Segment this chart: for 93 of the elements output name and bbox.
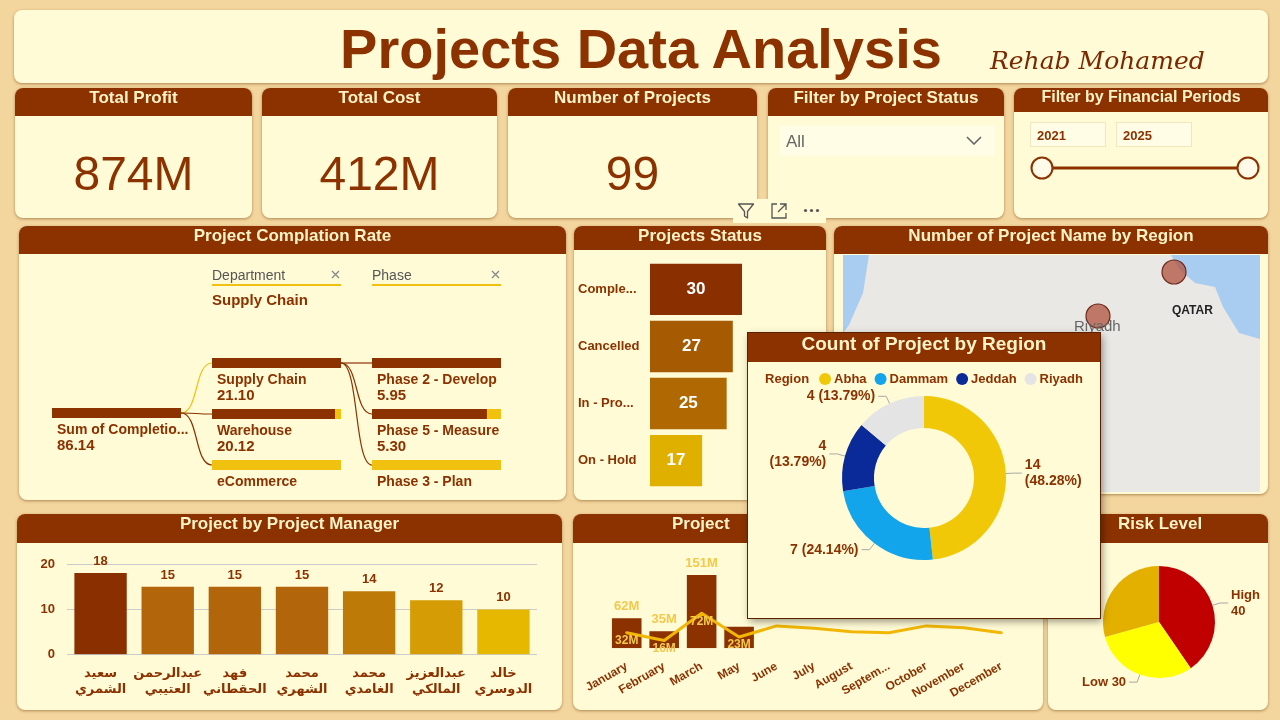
category-label: Phase 5 - Measure xyxy=(377,421,500,438)
data-label: 18 xyxy=(93,553,108,569)
text: Department xyxy=(212,267,286,283)
x-tick-label: عبدالعزيز المالكي xyxy=(405,664,466,696)
chart-title: Projects Status xyxy=(574,226,826,250)
data-label: 10 xyxy=(496,589,511,605)
data-label: 86.14 xyxy=(57,435,96,453)
legend-label: Abha xyxy=(834,370,868,386)
category-label: Sum of Completio... xyxy=(57,420,189,437)
data-label: 25 xyxy=(678,393,698,413)
data-label: 12 xyxy=(429,580,444,596)
text: QATAR xyxy=(1172,303,1213,317)
data-label: 7 (24.14%) xyxy=(790,540,859,557)
text: Projects Data Analysis xyxy=(340,17,942,80)
slice-label: High xyxy=(1231,586,1261,602)
x-tick-label: سعيد الشمري xyxy=(74,664,127,696)
text: Phase xyxy=(372,267,412,283)
bar xyxy=(275,586,329,655)
chart-title: Project by Project Manager xyxy=(17,514,562,543)
category-label: eCommerce xyxy=(217,472,298,489)
y-tick-label: Cancelled xyxy=(578,338,640,354)
text: Project Complation Rate xyxy=(19,226,566,254)
text: Total Cost xyxy=(262,88,497,116)
text: Rehab Mohamed xyxy=(990,46,1205,75)
data-label: 15 xyxy=(160,566,175,582)
bar xyxy=(650,377,727,430)
category-label: Warehouse xyxy=(217,421,293,438)
chart-title: Risk Level xyxy=(1048,514,1268,543)
data-label: 15 xyxy=(294,566,310,582)
bar xyxy=(650,263,742,316)
text: Number of Projects xyxy=(508,88,757,116)
text: Number of Project Name by Region xyxy=(834,226,1268,254)
data-label: 72M xyxy=(689,613,714,628)
data-label: 62M xyxy=(614,598,640,614)
bar xyxy=(74,573,127,655)
text: Total Profit xyxy=(15,88,252,116)
y-tick-label: 0 xyxy=(47,646,55,662)
data-label: 15 xyxy=(227,566,243,582)
y-tick-label: Comple... xyxy=(578,280,637,296)
text: 99 xyxy=(604,146,661,201)
data-label: 151M xyxy=(685,555,718,571)
data-label: 30 xyxy=(686,279,706,299)
data-label: 16M xyxy=(652,640,676,655)
data-label: 17 xyxy=(666,450,686,470)
text: All xyxy=(786,132,805,152)
chart-title: Project xyxy=(672,514,730,533)
data-label: 5.30 xyxy=(377,436,407,454)
legend-label: Jeddah xyxy=(971,370,1017,386)
legend-title: Region xyxy=(765,370,810,386)
data-label: 40 xyxy=(1231,602,1246,618)
y-tick-label: 20 xyxy=(40,555,55,571)
chart-title: Count of Project by Region xyxy=(748,333,1100,362)
text: 874M xyxy=(72,146,195,201)
data-label: 20.12 xyxy=(217,436,255,454)
slice-label: Low 30 xyxy=(1082,673,1127,689)
category-label: Supply Chain xyxy=(217,370,307,387)
text: 2021 xyxy=(1037,128,1066,143)
y-tick-label: On - Hold xyxy=(578,452,637,468)
data-label: 32M xyxy=(615,632,639,647)
bar xyxy=(342,591,396,655)
data-label: 14 xyxy=(361,571,378,587)
text: Riyadh xyxy=(1074,317,1121,334)
x-tick-label: محمد الشهري xyxy=(276,664,328,696)
bar xyxy=(141,586,194,655)
text: 412M xyxy=(318,146,441,201)
text: Supply Chain xyxy=(212,291,308,308)
y-tick-label: 10 xyxy=(40,600,55,616)
data-label: 23M xyxy=(727,637,751,652)
x-tick-label: فهد الحقطاني xyxy=(203,664,267,696)
data-label: 14 (48.28%) xyxy=(1024,455,1082,488)
bar xyxy=(208,586,262,655)
bar xyxy=(650,434,703,487)
legend-label: Dammam xyxy=(889,370,949,386)
bar xyxy=(650,320,733,373)
text: Filter by Financial Periods xyxy=(1014,88,1268,112)
category-label: Phase 2 - Develop xyxy=(377,370,497,387)
text: Filter by Project Status xyxy=(768,88,1004,116)
text: 2025 xyxy=(1123,128,1152,143)
y-tick-label: In - Pro... xyxy=(578,395,634,411)
category-label: Phase 3 - Plan xyxy=(377,472,472,489)
x-tick-label: خالد الدوسري xyxy=(474,664,533,696)
data-label: 35M xyxy=(651,611,677,627)
data-label: 5.95 xyxy=(377,385,407,403)
data-label: 4 (13.79%) xyxy=(769,436,827,469)
data-label: 27 xyxy=(681,336,701,356)
x-tick-label: May xyxy=(715,658,743,683)
x-tick-label: عبدالرحمن العتيبي xyxy=(133,664,203,696)
data-label: 4 (13.79%) xyxy=(806,387,876,404)
x-tick-label: June xyxy=(748,658,780,685)
x-tick-label: محمد الغامدي xyxy=(344,664,394,696)
bar xyxy=(410,600,463,655)
legend-label: Riyadh xyxy=(1039,370,1084,386)
bar xyxy=(477,609,530,655)
